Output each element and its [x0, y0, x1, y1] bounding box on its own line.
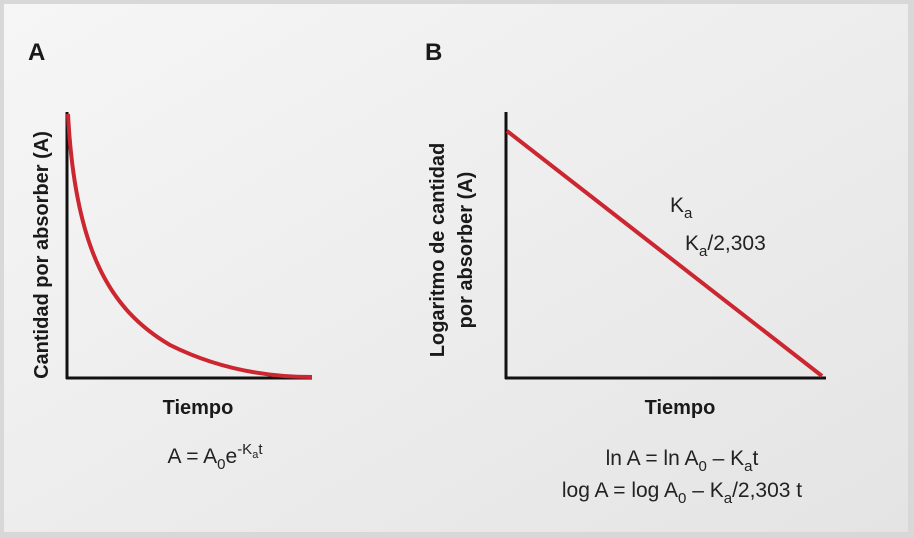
decay-curve — [66, 113, 313, 379]
panel-label: B — [425, 39, 442, 66]
formula: A = A0e-Kat — [168, 441, 264, 473]
formula-part: A = A — [168, 445, 218, 468]
annotation-sub: a — [684, 205, 693, 222]
x-axis-label: Tiempo — [163, 397, 234, 419]
background — [4, 4, 908, 532]
formula-sup: -K — [237, 441, 252, 458]
annotation-part: K — [685, 232, 699, 255]
formula-sub: 0 — [678, 490, 686, 507]
y-axis-label: por absorber (A) — [455, 172, 477, 329]
formula-part: ln A = ln A — [606, 447, 699, 470]
formula-sup: t — [258, 441, 263, 458]
y-axis-label: Cantidad por absorber (A) — [31, 131, 53, 379]
y-axis-label: Logaritmo de cantidad — [427, 143, 449, 357]
formula-part: e — [226, 445, 238, 468]
formula: log A = log A0 – Ka/2,303 t — [562, 479, 802, 507]
annotation-sub: a — [699, 243, 708, 260]
formula: ln A = ln A0 – Kat — [606, 447, 759, 475]
log-line — [505, 129, 824, 378]
formula-part: t — [753, 447, 759, 470]
annotation: Ka/2,303 — [685, 232, 766, 260]
annotation-part: K — [670, 194, 684, 217]
formula-sub: 0 — [698, 458, 706, 475]
formula-part: log A = log A — [562, 479, 678, 502]
formula-part: /2,303 t — [732, 479, 802, 502]
formula-sub: a — [724, 490, 733, 507]
panel-label: A — [28, 39, 45, 66]
formula-sub: 0 — [217, 456, 225, 473]
formula-part: – K — [707, 447, 744, 470]
formula-sup-sub: a — [252, 449, 259, 461]
annotation: Ka — [670, 194, 693, 222]
annotation-part: /2,303 — [707, 232, 765, 255]
formula-part: – K — [686, 479, 723, 502]
formula-sub: a — [744, 458, 753, 475]
x-axis-label: Tiempo — [645, 397, 716, 419]
